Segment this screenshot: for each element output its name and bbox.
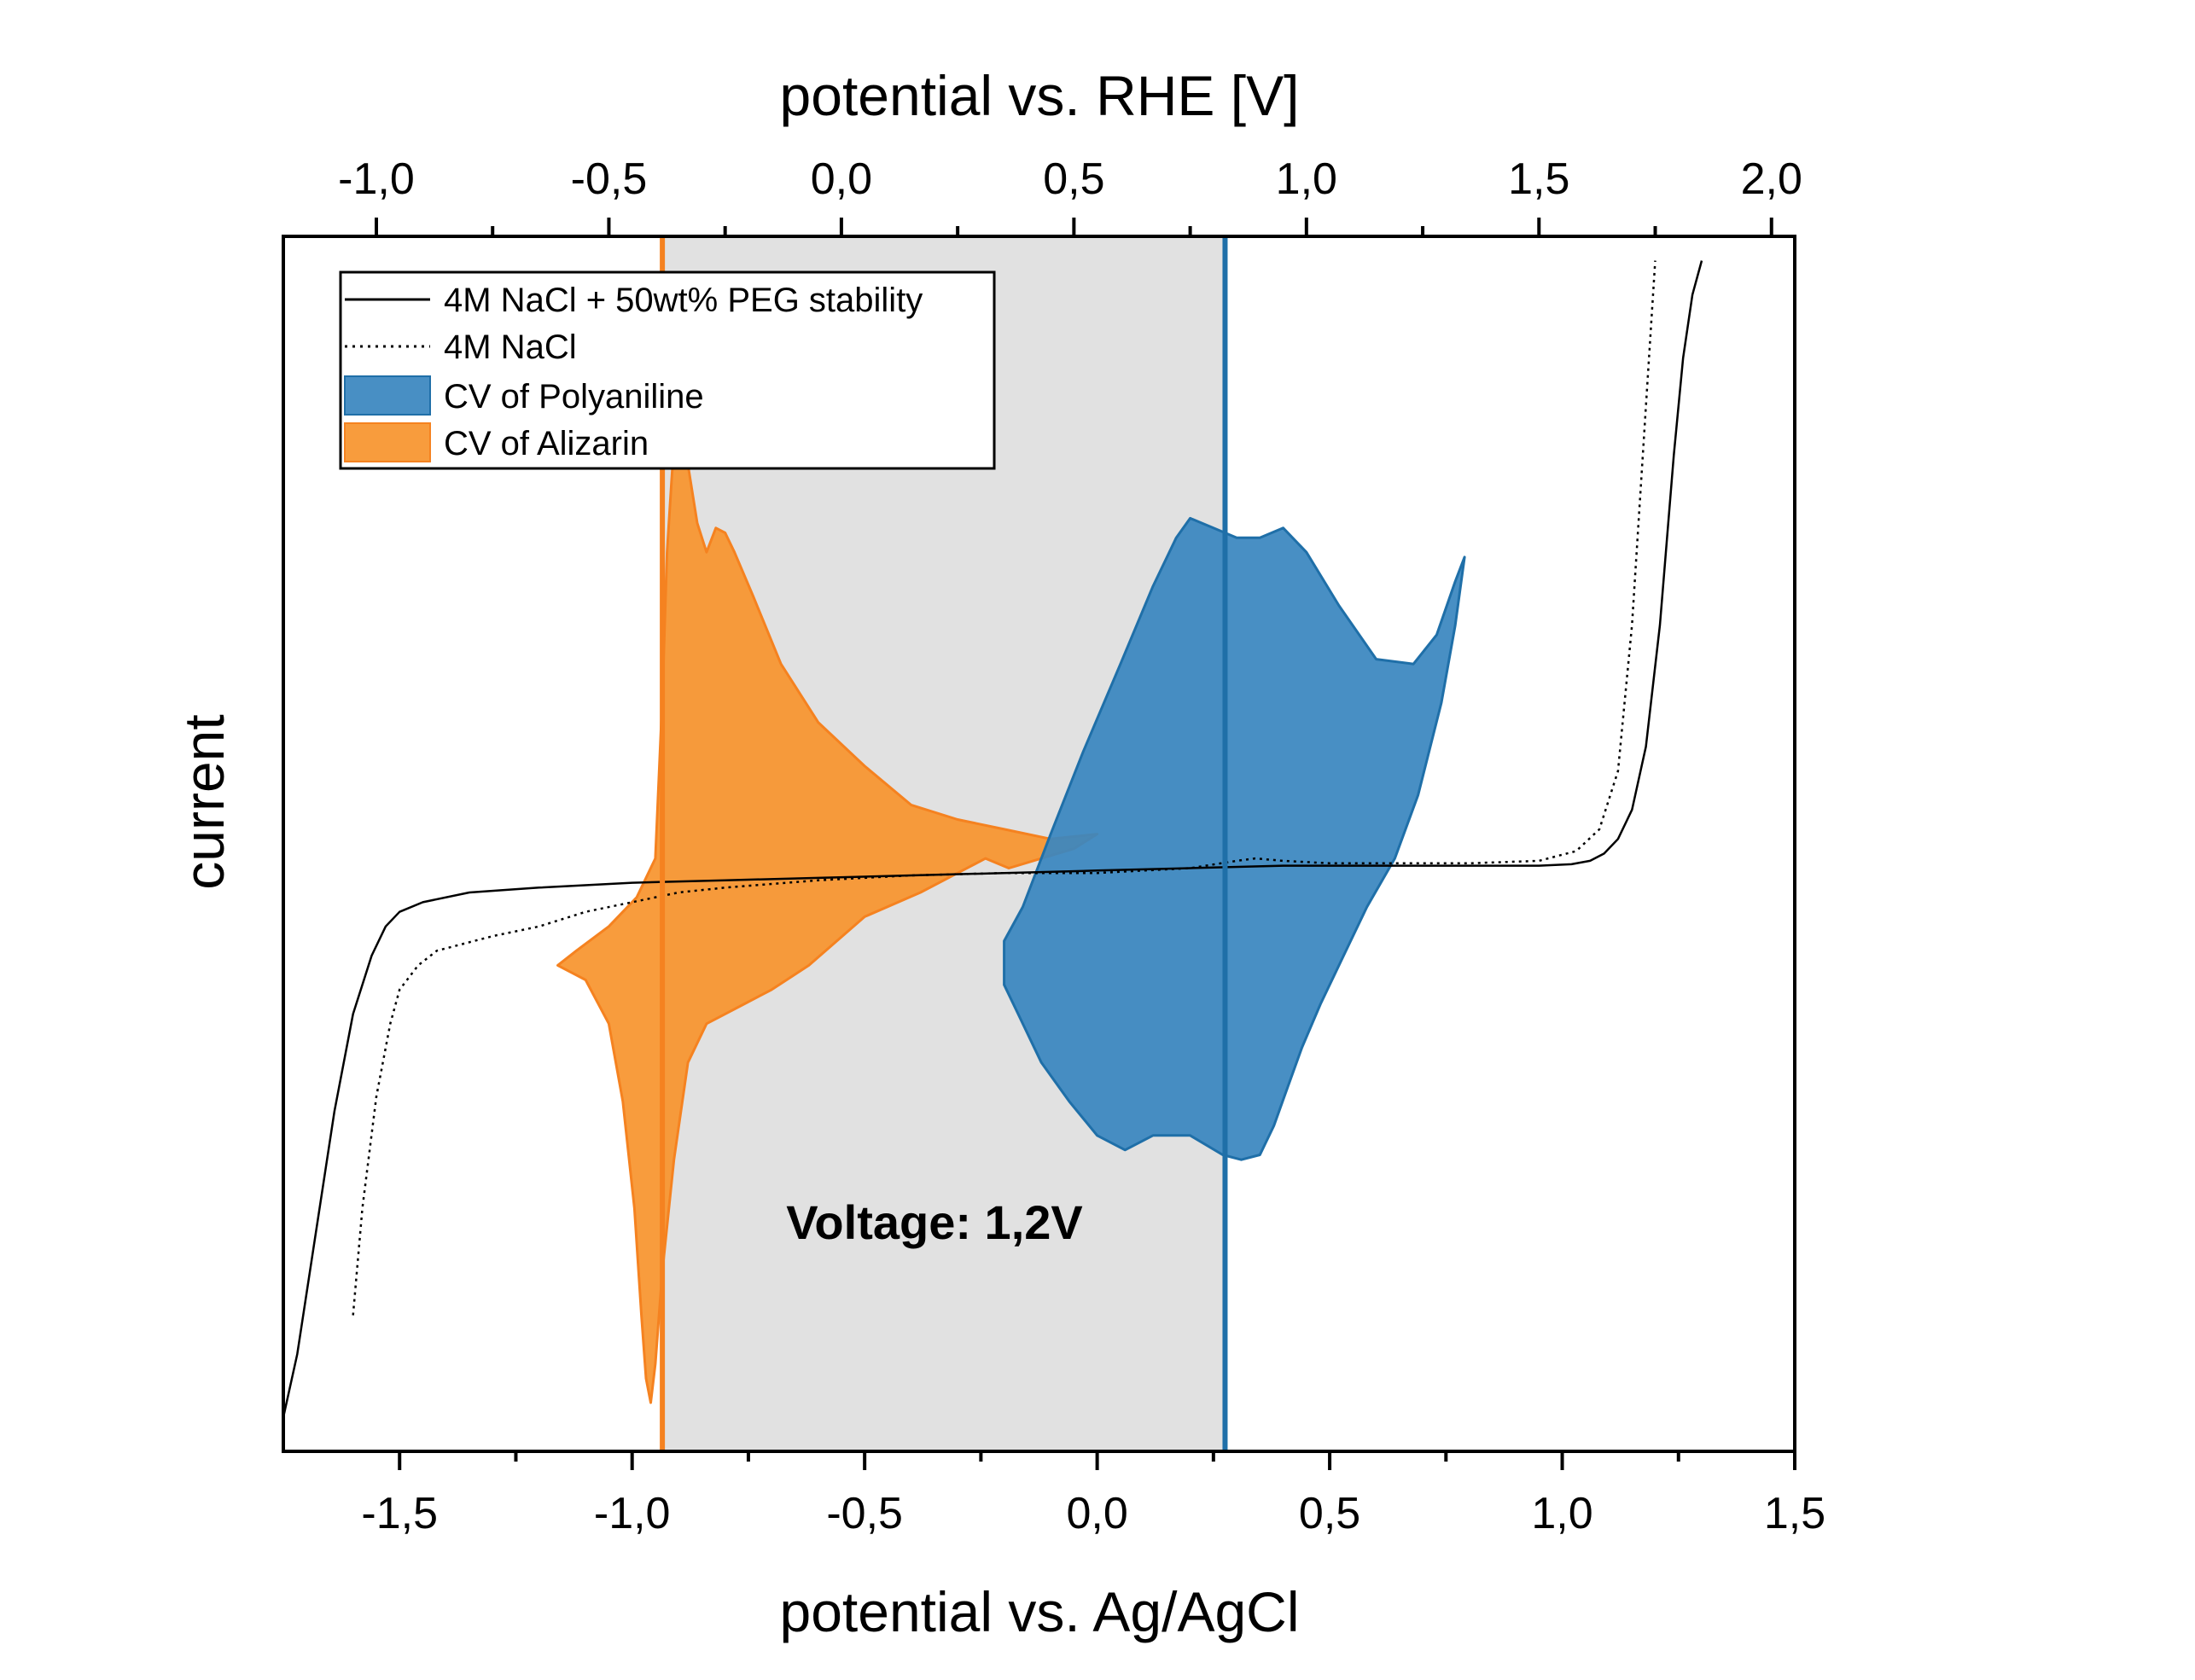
- series-line-4m-nacl-50wt-peg-stability: [282, 260, 1703, 1418]
- legend-alizarin-swatch: [344, 422, 431, 462]
- legend-label-peg: 4M NaCl + 50wt% PEG stability: [444, 282, 923, 319]
- x-tick-label: 0,0: [1066, 1489, 1127, 1538]
- x-tick-label: -1,5: [361, 1489, 438, 1538]
- x2-tick-label: 1,0: [1276, 154, 1337, 204]
- x-tick-label: 1,5: [1764, 1489, 1825, 1538]
- x2-tick-label: -1,0: [338, 154, 415, 204]
- x-tick-label: -1,0: [594, 1489, 671, 1538]
- x-tick-label: 1,0: [1531, 1489, 1592, 1538]
- legend-label-polyaniline: CV of Polyaniline: [444, 378, 704, 416]
- x2-axis-title: potential vs. RHE [V]: [780, 64, 1300, 127]
- plot-frame: [282, 235, 1796, 1453]
- legend-box: [339, 270, 996, 470]
- legend-label-alizarin: CV of Alizarin: [444, 425, 649, 462]
- legend: 4M NaCl + 50wt% PEG stability 4M NaCl CV…: [339, 270, 996, 470]
- voltage-annotation: Voltage: 1,2V: [786, 1195, 1083, 1249]
- legend-label-nacl: 4M NaCl: [444, 328, 577, 366]
- x-axis-title: potential vs. Ag/AgCl: [779, 1580, 1299, 1643]
- x2-tick-label: -0,5: [571, 154, 648, 204]
- x2-tick-label: 0,0: [811, 154, 872, 204]
- cv-regions: [556, 386, 1466, 1404]
- y-axis-title: current: [172, 714, 236, 889]
- x-tick-label: -0,5: [826, 1489, 903, 1538]
- stability-curves: [282, 260, 1703, 1418]
- cv-region-cv-of-polyaniline: [1003, 516, 1466, 1161]
- x2-tick-label: 2,0: [1741, 154, 1802, 204]
- x2-tick-label: 0,5: [1043, 154, 1104, 204]
- x2-tick-label: 1,5: [1508, 154, 1569, 204]
- legend-polyaniline-swatch: [344, 375, 431, 416]
- x-axis-top: -1,0 -0,5 0,0 0,5 1,0 1,5 2,0: [338, 154, 1802, 236]
- x-axis-bottom: -1,5 -1,0 -0,5 0,0 0,5 1,0 1,5: [361, 1451, 1825, 1538]
- x-tick-label: 0,5: [1299, 1489, 1360, 1538]
